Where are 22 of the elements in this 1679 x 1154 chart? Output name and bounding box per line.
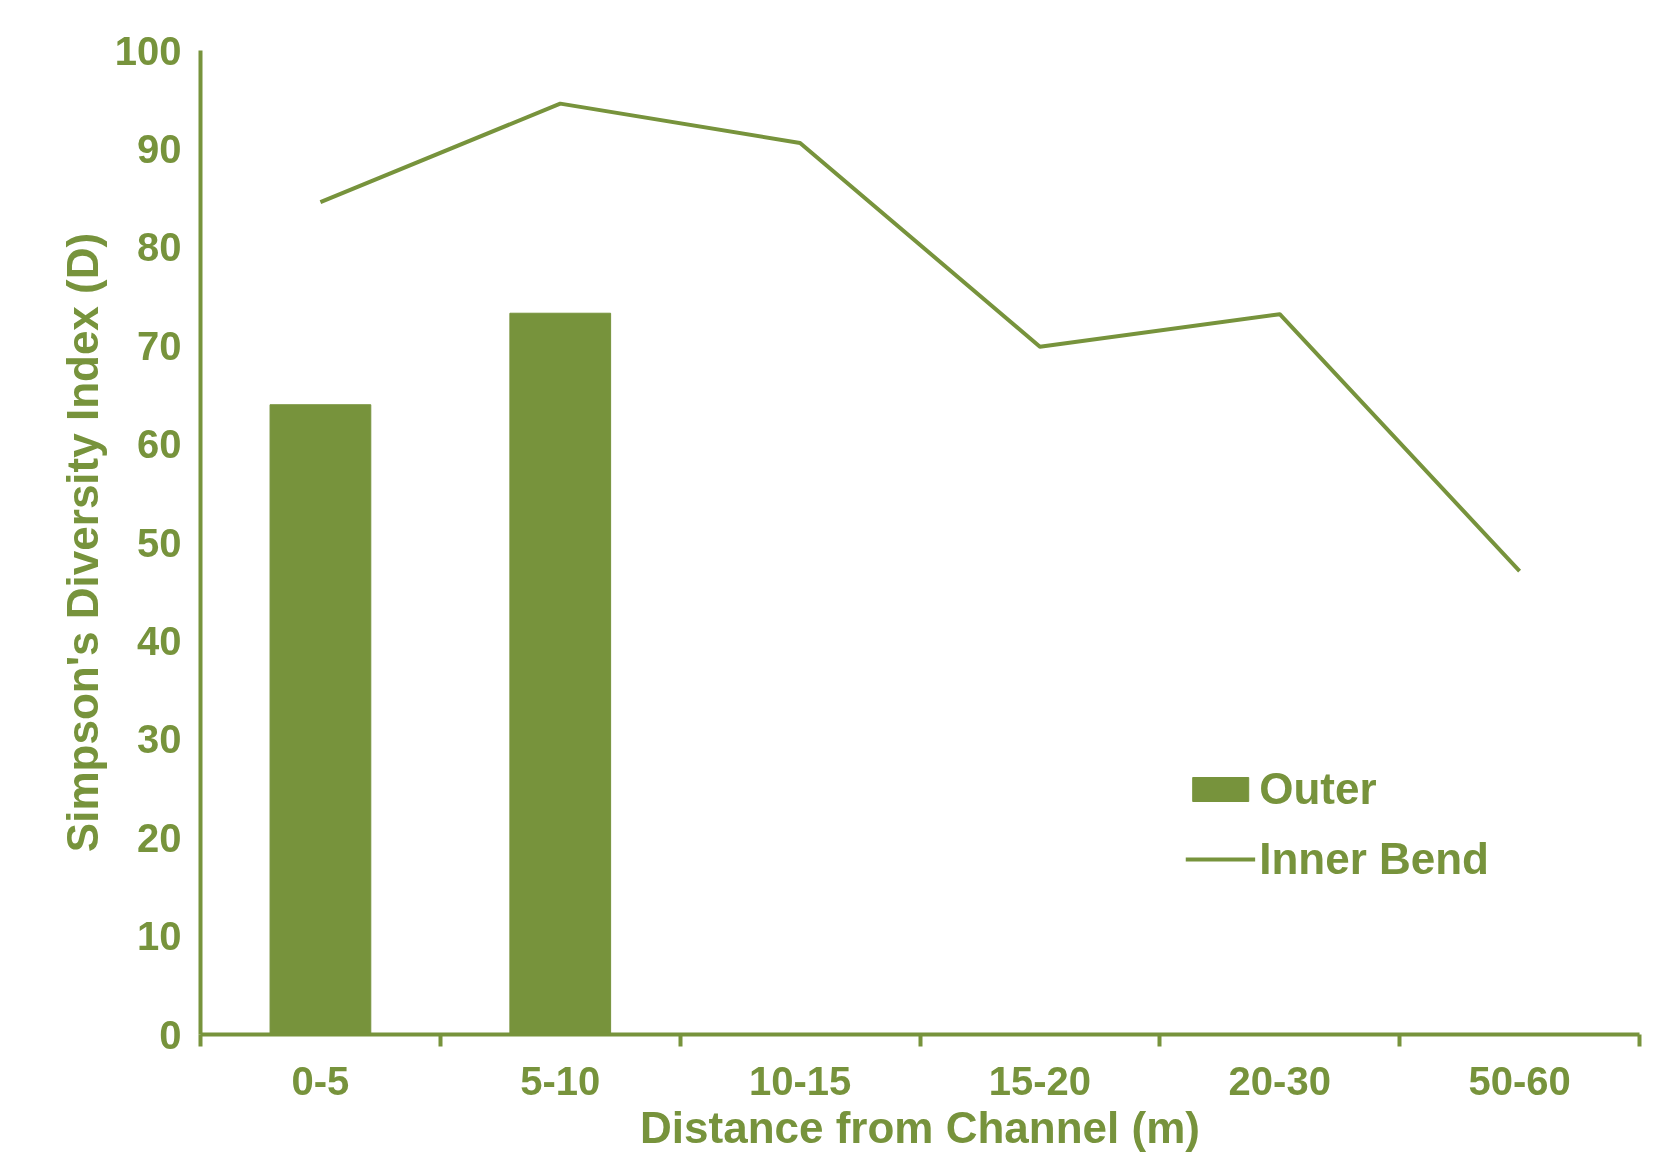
y-tick-label: 100 <box>114 28 182 73</box>
y-tick-label: 20 <box>137 815 182 860</box>
y-tick-label: 0 <box>159 1012 182 1057</box>
x-tick-label: 50-60 <box>1468 1058 1571 1103</box>
y-tick-label: 40 <box>137 618 182 663</box>
y-axis-title: Simpson's Diversity Index (D) <box>57 232 107 853</box>
y-tick-label: 80 <box>137 225 182 270</box>
x-tick-label: 10-15 <box>748 1058 852 1103</box>
y-tick-label: 10 <box>137 914 182 959</box>
y-tick-label: 70 <box>137 323 182 368</box>
x-tick-label: 5-10 <box>520 1058 601 1103</box>
x-tick-label: 20-30 <box>1228 1058 1331 1103</box>
legend-label: Inner Bend <box>1259 834 1489 884</box>
x-tick-label: 15-20 <box>988 1058 1092 1103</box>
y-tick-label: 30 <box>137 717 182 762</box>
y-tick-label: 90 <box>137 126 182 171</box>
legend-label: Outer <box>1259 764 1377 814</box>
y-tick-label: 50 <box>137 520 182 565</box>
y-tick-label: 60 <box>137 422 182 467</box>
x-tick-label: 0-5 <box>291 1058 350 1103</box>
line-series <box>318 101 1522 574</box>
x-axis-title: Distance from Channel (m) <box>640 1102 1200 1152</box>
